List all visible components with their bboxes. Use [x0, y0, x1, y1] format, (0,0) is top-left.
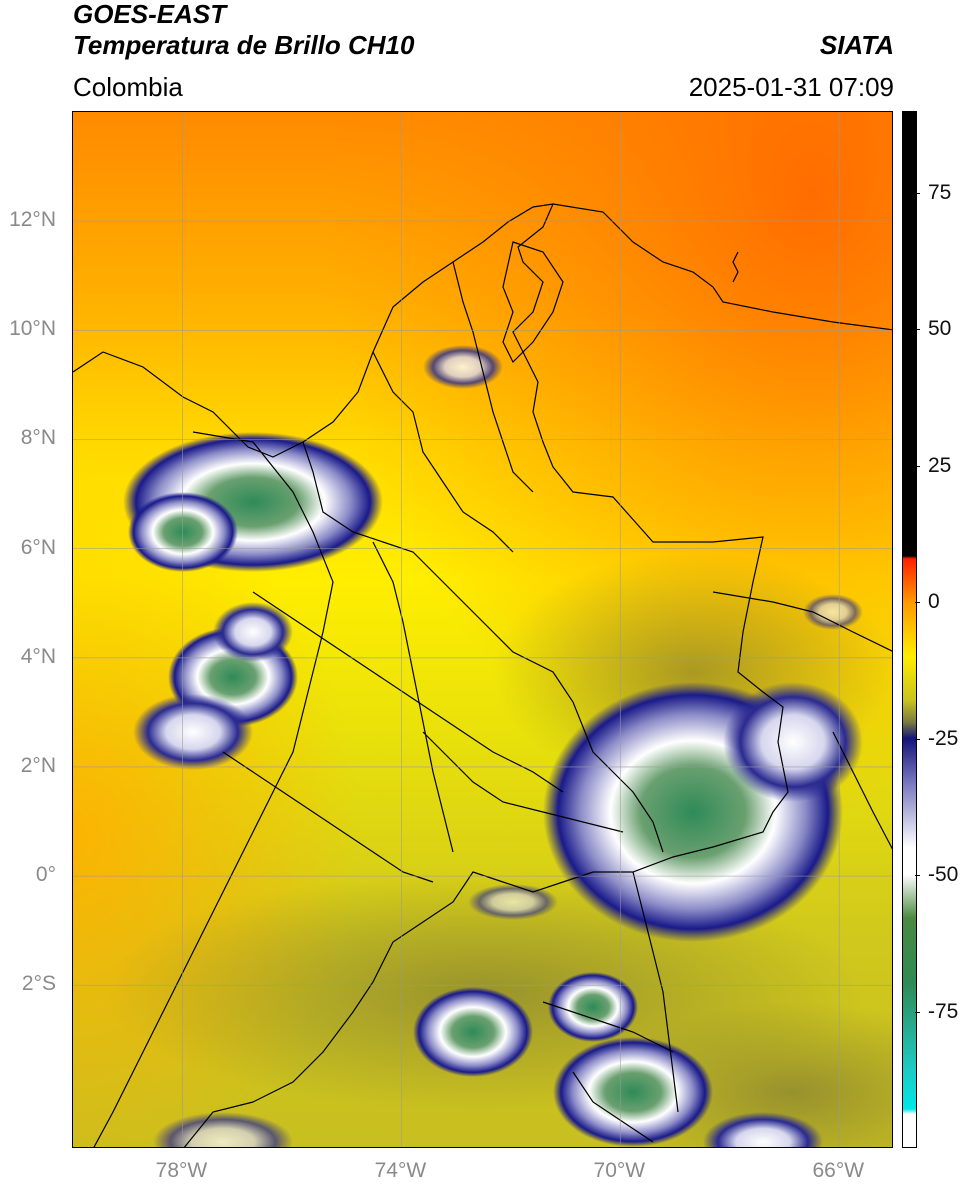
colorbar-tick — [915, 875, 920, 877]
colorbar-tick — [915, 602, 920, 604]
convective-cells — [123, 345, 863, 1147]
datetime-label: 2025-01-31 07:09 — [688, 72, 894, 102]
gridlines — [73, 112, 892, 1147]
lat-label: 2°S — [21, 972, 56, 996]
colorbar-tick — [915, 1011, 920, 1013]
lon-label: 70°W — [593, 1159, 646, 1182]
colorbar-tick-label: 75 — [928, 180, 952, 204]
lat-label: 2°N — [20, 753, 56, 777]
lat-label: 12°N — [9, 208, 56, 232]
lat-label: 8°N — [20, 426, 56, 450]
colorbar-tick-label: -75 — [928, 999, 959, 1023]
colorbar-tick — [915, 192, 920, 194]
map-canvas — [73, 112, 892, 1147]
colorbar-tick-label: -25 — [928, 726, 959, 750]
product-title: Temperatura de Brillo CH10 — [73, 30, 415, 60]
colorbar-tick — [915, 465, 920, 467]
satellite-title: GOES-EAST — [73, 0, 227, 29]
satellite-map[interactable] — [72, 111, 893, 1148]
lat-label: 4°N — [20, 644, 56, 668]
region-label: Colombia — [73, 72, 183, 102]
colorbar-tick-label: 0 — [928, 590, 940, 614]
brand-label: SIATA — [819, 30, 894, 60]
colorbar-tick — [915, 329, 920, 331]
colorbar-tick-label: -50 — [928, 863, 959, 887]
lat-label: 10°N — [9, 317, 56, 341]
colorbar-tick — [915, 738, 920, 740]
lat-label: 0° — [35, 863, 56, 887]
lat-label: 6°N — [20, 535, 56, 559]
coastlines-borders — [73, 203, 892, 1147]
colorbar-tick-label: 25 — [928, 453, 952, 477]
lon-label: 74°W — [374, 1159, 427, 1182]
lon-label: 66°W — [812, 1159, 865, 1182]
lon-label: 78°W — [155, 1159, 208, 1182]
colorbar-tick-label: 50 — [928, 317, 952, 341]
colorbar — [902, 111, 917, 1148]
